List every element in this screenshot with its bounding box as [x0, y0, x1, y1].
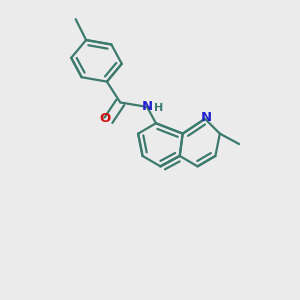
Text: N: N	[201, 111, 212, 124]
Text: O: O	[100, 112, 111, 125]
Text: H: H	[154, 103, 164, 113]
Text: N: N	[142, 100, 153, 113]
